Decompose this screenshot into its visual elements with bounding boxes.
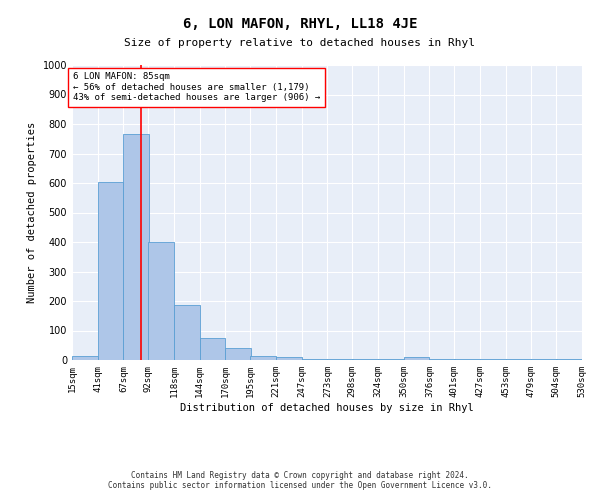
Text: 6, LON MAFON, RHYL, LL18 4JE: 6, LON MAFON, RHYL, LL18 4JE: [183, 18, 417, 32]
Bar: [404, 357, 430, 360]
Bar: [98, 182, 124, 360]
Bar: [328, 358, 353, 360]
Text: 6 LON MAFON: 85sqm
← 56% of detached houses are smaller (1,179)
43% of semi-deta: 6 LON MAFON: 85sqm ← 56% of detached hou…: [73, 72, 320, 102]
Bar: [250, 356, 276, 360]
Text: Size of property relative to detached houses in Rhyl: Size of property relative to detached ho…: [125, 38, 476, 48]
Bar: [276, 357, 302, 360]
Bar: [124, 134, 149, 360]
Bar: [226, 348, 251, 360]
X-axis label: Distribution of detached houses by size in Rhyl: Distribution of detached houses by size …: [180, 402, 474, 412]
Bar: [72, 356, 98, 360]
Bar: [302, 358, 328, 360]
Bar: [200, 338, 226, 360]
Bar: [174, 306, 200, 360]
Y-axis label: Number of detached properties: Number of detached properties: [27, 122, 37, 303]
Bar: [148, 242, 174, 360]
Text: Contains HM Land Registry data © Crown copyright and database right 2024.
Contai: Contains HM Land Registry data © Crown c…: [108, 470, 492, 490]
